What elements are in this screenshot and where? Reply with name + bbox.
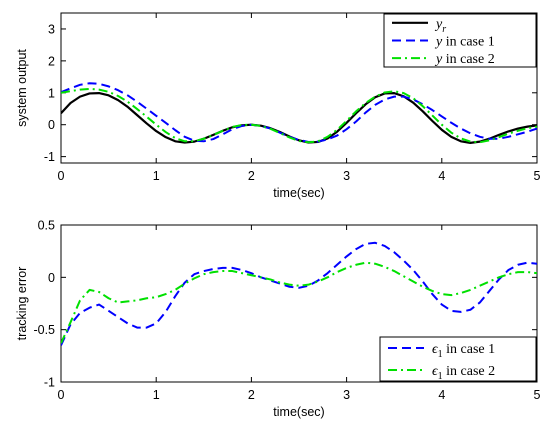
x-tick-label: 4 (438, 388, 445, 402)
legend-suffix: in case 1 (442, 35, 494, 50)
x-tick-label: 3 (343, 388, 350, 402)
x-tick-label: 1 (153, 388, 160, 402)
x-tick-label: 5 (534, 169, 541, 183)
x-tick-label: 0 (58, 169, 65, 183)
legend-box (379, 336, 537, 382)
y-tick-label: -0.5 (33, 323, 55, 337)
y-axis-label: tracking error (15, 267, 29, 341)
x-tick-label: 2 (248, 388, 255, 402)
x-tick-label: 0 (58, 388, 65, 402)
legend-suffix: in case 1 (443, 342, 495, 357)
legend-suffix: in case 2 (442, 52, 494, 67)
y-tick-label: 2 (48, 54, 55, 68)
legend-subscript: 1 (438, 349, 443, 360)
y-tick-label: -1 (44, 376, 55, 390)
x-tick-label: 3 (343, 169, 350, 183)
x-axis-label: time(sec) (273, 405, 324, 419)
legend-symbol: ϵ (432, 342, 439, 357)
y-axis-label: system output (15, 49, 29, 127)
legend-symbol: y (434, 35, 443, 50)
legend-subscript: r (442, 24, 446, 35)
y-tick-label: 3 (48, 22, 55, 36)
x-tick-label: 5 (534, 388, 541, 402)
x-tick-label: 1 (153, 169, 160, 183)
y-tick-label: -1 (44, 150, 55, 164)
x-tick-label: 2 (248, 169, 255, 183)
series-line-1 (61, 92, 537, 144)
legend-suffix: in case 2 (443, 364, 495, 379)
legend-label-2: ϵ1 in case 2 (432, 364, 495, 382)
series-line-3 (61, 87, 537, 144)
y-tick-label: 1 (48, 86, 55, 100)
y-tick-label: 0.5 (38, 219, 55, 233)
chart-tracking-error: 0 1 2 3 4 5 -1 -0.5 0 0.5 time(sec) tracking error ϵ… (15, 219, 541, 420)
legend-label-3: y in case 2 (434, 52, 495, 67)
legend-label-1: ϵ1 in case 1 (432, 342, 495, 360)
legend-subscript: 1 (438, 371, 443, 382)
legend-symbol: ϵ (432, 364, 439, 379)
legend-symbol: y (434, 52, 443, 67)
legend-label-1: yr (434, 17, 446, 35)
y-tick-label: 0 (48, 118, 55, 132)
legend-symbol: y (434, 17, 443, 32)
y-tick-label: 0 (48, 271, 55, 285)
series-line-2 (61, 82, 537, 143)
series-line-1 (61, 241, 537, 346)
legend-label-2: y in case 1 (434, 35, 495, 50)
x-axis-label: time(sec) (273, 186, 324, 200)
series-line-2 (61, 261, 537, 344)
x-tick-label: 4 (438, 169, 445, 183)
